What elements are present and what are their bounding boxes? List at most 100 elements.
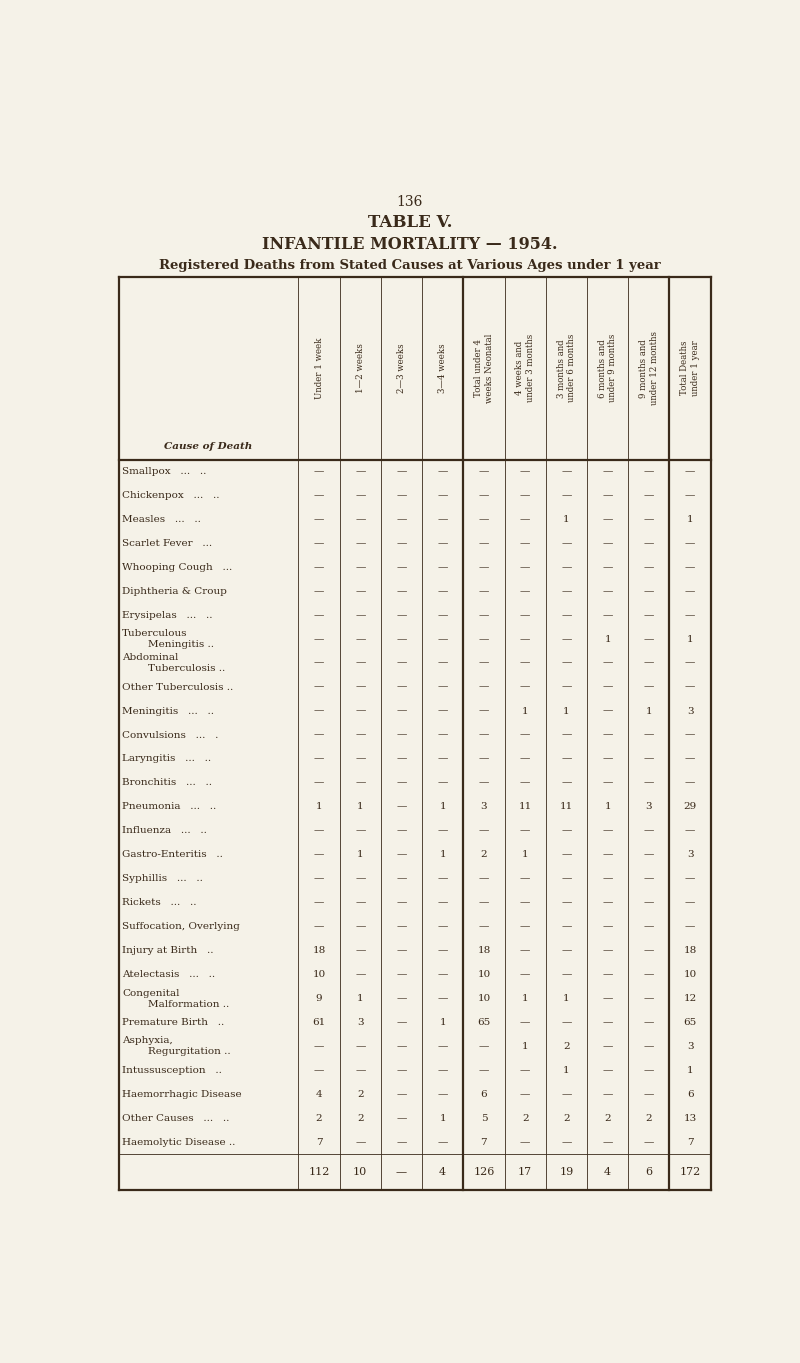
Text: 1: 1 xyxy=(357,803,363,811)
Text: —: — xyxy=(478,731,489,740)
Text: —: — xyxy=(520,946,530,955)
Text: 9: 9 xyxy=(316,994,322,1003)
Text: —: — xyxy=(355,1041,366,1051)
Text: —: — xyxy=(562,731,571,740)
Text: —: — xyxy=(562,946,571,955)
Text: —: — xyxy=(396,898,406,908)
Text: 1: 1 xyxy=(439,803,446,811)
Text: —: — xyxy=(520,778,530,788)
Text: —: — xyxy=(478,826,489,836)
Text: —: — xyxy=(685,538,695,548)
Text: —: — xyxy=(396,515,406,523)
Text: —: — xyxy=(602,658,613,668)
Text: 4 weeks and
under 3 months: 4 weeks and under 3 months xyxy=(515,334,535,402)
Text: —: — xyxy=(562,778,571,788)
Text: 17: 17 xyxy=(518,1167,532,1178)
Text: —: — xyxy=(438,658,448,668)
Text: —: — xyxy=(478,538,489,548)
Text: Scarlet Fever   ...: Scarlet Fever ... xyxy=(122,538,213,548)
Text: —: — xyxy=(644,755,654,763)
Text: —: — xyxy=(520,611,530,620)
Text: 3: 3 xyxy=(686,1041,694,1051)
Text: 13: 13 xyxy=(683,1114,697,1123)
Text: 2: 2 xyxy=(357,1114,363,1123)
Text: —: — xyxy=(644,1090,654,1099)
Text: 1: 1 xyxy=(357,994,363,1003)
Text: Under 1 week: Under 1 week xyxy=(314,338,323,399)
Text: —: — xyxy=(478,491,489,500)
Text: —: — xyxy=(438,731,448,740)
Text: 2—3 weeks: 2—3 weeks xyxy=(397,343,406,393)
Text: —: — xyxy=(478,683,489,691)
Text: —: — xyxy=(396,1090,406,1099)
Text: —: — xyxy=(438,874,448,883)
Text: —: — xyxy=(355,635,366,643)
Text: Whooping Cough   ...: Whooping Cough ... xyxy=(122,563,233,572)
Text: —: — xyxy=(396,1041,406,1051)
Text: —: — xyxy=(478,1041,489,1051)
Text: —: — xyxy=(438,1090,448,1099)
Text: —: — xyxy=(396,946,406,955)
Text: —: — xyxy=(314,468,324,476)
Text: —: — xyxy=(438,898,448,908)
Text: Influenza   ...   ..: Influenza ... .. xyxy=(122,826,207,836)
Text: —: — xyxy=(685,611,695,620)
Text: 1: 1 xyxy=(563,515,570,523)
Text: Atelectasis   ...   ..: Atelectasis ... .. xyxy=(122,970,215,979)
Text: 2: 2 xyxy=(646,1114,652,1123)
Text: —: — xyxy=(314,538,324,548)
Text: Rickets   ...   ..: Rickets ... .. xyxy=(122,898,197,908)
Text: —: — xyxy=(478,923,489,931)
Text: —: — xyxy=(602,1138,613,1146)
Text: —: — xyxy=(644,468,654,476)
Text: 1: 1 xyxy=(439,1114,446,1123)
Text: 6: 6 xyxy=(686,1090,694,1099)
Text: —: — xyxy=(396,803,406,811)
Text: —: — xyxy=(520,468,530,476)
Text: —: — xyxy=(438,1138,448,1146)
Text: —: — xyxy=(355,587,366,596)
Text: —: — xyxy=(602,563,613,572)
Text: —: — xyxy=(602,611,613,620)
Text: Diphtheria & Croup: Diphtheria & Croup xyxy=(122,587,227,596)
Text: —: — xyxy=(602,1090,613,1099)
Text: —: — xyxy=(602,515,613,523)
Text: —: — xyxy=(355,731,366,740)
Text: —: — xyxy=(562,491,571,500)
Text: —: — xyxy=(396,1114,406,1123)
Text: 1: 1 xyxy=(563,1066,570,1075)
Text: —: — xyxy=(396,970,406,979)
Text: —: — xyxy=(396,563,406,572)
Text: 4: 4 xyxy=(604,1167,611,1178)
Text: —: — xyxy=(520,826,530,836)
Text: Other Tuberculosis ..: Other Tuberculosis .. xyxy=(122,683,234,691)
Text: —: — xyxy=(438,778,448,788)
Text: —: — xyxy=(314,874,324,883)
Text: —: — xyxy=(644,491,654,500)
Text: —: — xyxy=(520,874,530,883)
Text: —: — xyxy=(520,1018,530,1028)
Text: 10: 10 xyxy=(353,1167,367,1178)
Text: —: — xyxy=(478,706,489,716)
Text: —: — xyxy=(355,970,366,979)
Text: —: — xyxy=(314,635,324,643)
Text: —: — xyxy=(644,658,654,668)
Text: 7: 7 xyxy=(481,1138,487,1146)
Text: —: — xyxy=(478,778,489,788)
Text: —: — xyxy=(478,468,489,476)
Text: Tuberculosis ..: Tuberculosis .. xyxy=(122,664,226,673)
Text: 65: 65 xyxy=(478,1018,490,1028)
Text: —: — xyxy=(355,946,366,955)
Text: —: — xyxy=(438,706,448,716)
Text: —: — xyxy=(314,1041,324,1051)
Text: —: — xyxy=(396,874,406,883)
Text: Smallpox   ...   ..: Smallpox ... .. xyxy=(122,468,206,476)
Text: —: — xyxy=(644,826,654,836)
Text: Laryngitis   ...   ..: Laryngitis ... .. xyxy=(122,755,211,763)
Text: —: — xyxy=(478,587,489,596)
Text: 2: 2 xyxy=(481,851,487,859)
Text: 1: 1 xyxy=(522,706,529,716)
Text: —: — xyxy=(520,587,530,596)
Text: —: — xyxy=(685,658,695,668)
Text: —: — xyxy=(355,611,366,620)
